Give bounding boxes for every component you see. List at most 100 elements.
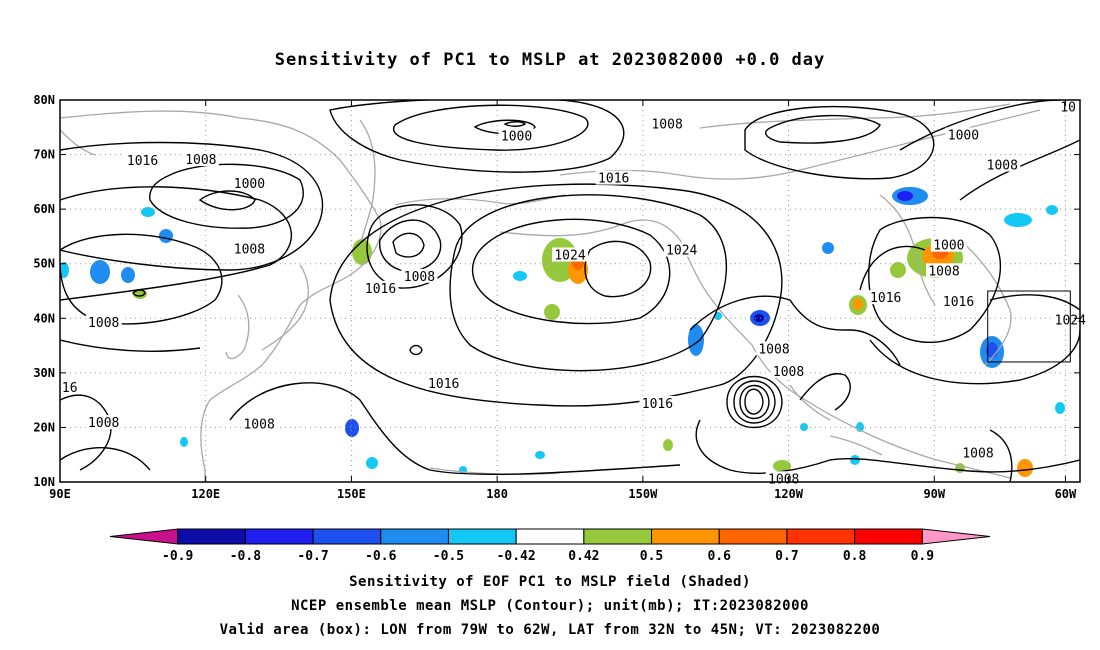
colorbar-level-label: 0.6 [707,549,731,564]
coastline [394,194,566,206]
contour-label: 1008 [773,365,804,380]
contour-label-bg [867,290,904,305]
contour-label-bg [241,416,278,431]
contour-label-bg [639,395,676,410]
contour-label-bg [552,247,588,262]
mslp-contour [329,100,625,173]
contour-label-bg [960,445,996,460]
mslp-contour [744,388,764,415]
mslp-contour [392,232,425,258]
contour-label: 1008 [651,118,682,133]
mslp-contour [149,163,304,229]
sensitivity-patch [141,207,155,217]
contour-label-bg [425,375,462,390]
mslp-contour [366,204,463,289]
mslp-contour [60,447,151,471]
lat-tick-label: 50N [33,257,55,271]
contour-label: 1008 [962,447,993,462]
coastline [789,384,831,421]
sensitivity-patch [513,271,527,281]
colorbar-segment [312,528,382,545]
colorbar-segment [718,528,788,545]
mslp-contour [229,382,681,475]
contour-label: 1016 [127,154,158,169]
contour-label: 1008 [185,153,216,168]
lon-tick-label: 120E [191,487,220,501]
contour-label: 10 [1060,101,1076,116]
coastline [60,129,96,156]
colorbar-segment [854,528,923,545]
colorbar-segment [651,528,720,545]
contour-label: 16 [62,381,78,396]
colorbar: -0.9 -0.8 -0.7 -0.6 -0.5 -0.42 0.42 0.5 0.6 0.7 0.… [109,528,991,564]
contour-label: 1008 [768,472,799,487]
lon-tick-label: 120W [774,487,804,501]
mslp-contour [329,183,783,407]
coastline [225,294,250,360]
sensitivity-patch [121,267,135,283]
contour-label-bg [59,380,80,395]
colorbar-segment [177,528,246,545]
contour-label-bg [124,153,161,168]
contour-label: 1000 [933,239,964,254]
contour-label-bg [231,176,268,191]
contour-label: 1000 [501,130,532,145]
colorbar-level-label: -0.5 [433,549,464,564]
contour-label: 1016 [943,295,974,310]
mslp-contour [60,233,223,325]
sensitivity-patch [1006,486,1014,494]
contour-label-bg [85,315,122,330]
contour-label-bg [663,242,700,257]
sensitivity-patch [897,191,913,201]
contour-label-bg [595,170,632,185]
colorbar-level-label: -0.6 [365,549,396,564]
contour-label-bg [182,152,219,167]
lon-tick-label: 180 [486,487,508,501]
contour-label: 1000 [234,177,265,192]
contour-label: 1024 [666,244,697,259]
contour-label-bg [231,241,268,256]
colorbar-segment [583,528,653,545]
sensitivity-patch [688,324,704,356]
mslp-contour [765,114,881,144]
colorbar-segment [244,528,314,545]
lat-tick-label: 70N [33,148,55,162]
contour-label-bg [930,237,967,252]
contour-label-bg [926,263,962,278]
contour-label-bg [984,157,1021,172]
colorbar-level-label: 0.5 [640,549,663,564]
mslp-contour [60,339,201,352]
sensitivity-patch [1046,205,1058,215]
contour-label-bg [756,341,792,356]
lon-tick-label: 150E [337,487,366,501]
mslp-contour [409,344,423,356]
contour-label-bg [940,293,977,308]
mslp-contour [799,373,851,411]
contour-label-bg [85,415,122,430]
contour-label: 1008 [88,416,119,431]
sensitivity-patch [754,314,764,322]
sensitivity-patch [853,298,863,310]
mslp-contour [989,294,1080,311]
map-gridlines [60,100,1080,482]
mslp-contour [198,190,256,211]
contour-label: 1008 [234,243,265,258]
colorbar-segment [447,528,517,545]
sensitivity-patch [180,437,188,447]
coastline [959,239,1012,366]
mslp-contour [584,240,652,298]
contour-label: 1008 [758,342,789,357]
footer-line-3: Valid area (box): LON from 79W to 62W, L… [219,622,881,638]
contour-label-bg [770,363,807,378]
coastline [829,435,883,456]
lat-tick-label: 40N [33,311,55,325]
lat-tick-label: 30N [33,366,55,380]
mslp-contour [899,100,1061,151]
colorbar-level-label: 0.9 [911,549,934,564]
mslp-contour [392,104,589,151]
contour-label: 1016 [428,377,459,392]
mslp-contour [859,245,926,291]
mslp-contour [733,380,776,424]
lon-tick-label: 90W [923,487,945,501]
coastline [357,119,376,251]
